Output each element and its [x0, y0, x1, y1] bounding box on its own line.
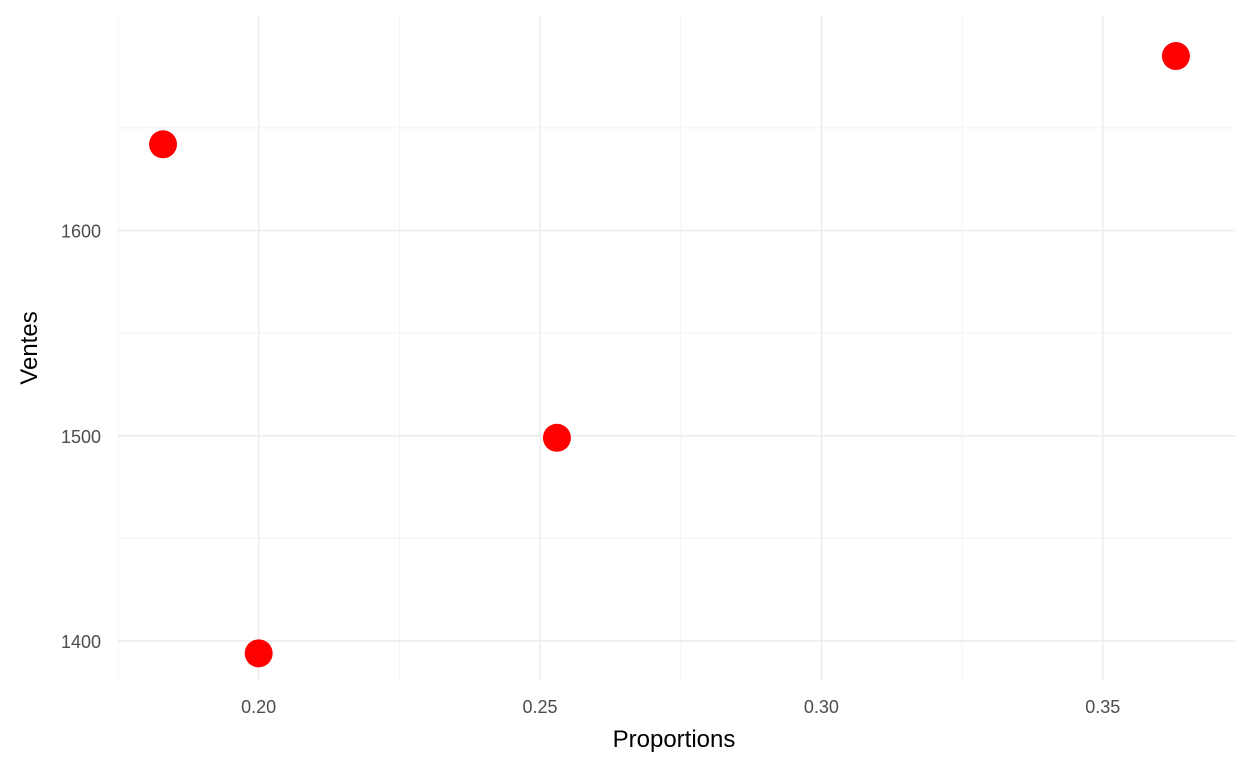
x-axis-ticks: 0.20 0.25 0.30 0.35	[241, 697, 1120, 717]
major-gridlines	[118, 15, 1235, 680]
x-tick-label: 0.30	[804, 697, 839, 717]
data-point	[1161, 42, 1190, 71]
data-point	[542, 423, 571, 452]
y-tick-label: 1500	[61, 427, 101, 447]
x-tick-label: 0.35	[1085, 697, 1120, 717]
y-axis-ticks: 1400 1500 1600	[61, 222, 101, 652]
y-axis-title: Ventes	[16, 311, 43, 384]
data-points	[149, 42, 1190, 668]
data-point	[244, 639, 273, 668]
x-axis-title: Proportions	[613, 726, 736, 753]
minor-gridlines	[117, 15, 1235, 680]
x-tick-label: 0.20	[241, 697, 276, 717]
y-tick-label: 1600	[61, 222, 101, 242]
data-point	[149, 130, 178, 159]
y-tick-label: 1400	[61, 632, 101, 652]
x-tick-label: 0.25	[523, 697, 558, 717]
